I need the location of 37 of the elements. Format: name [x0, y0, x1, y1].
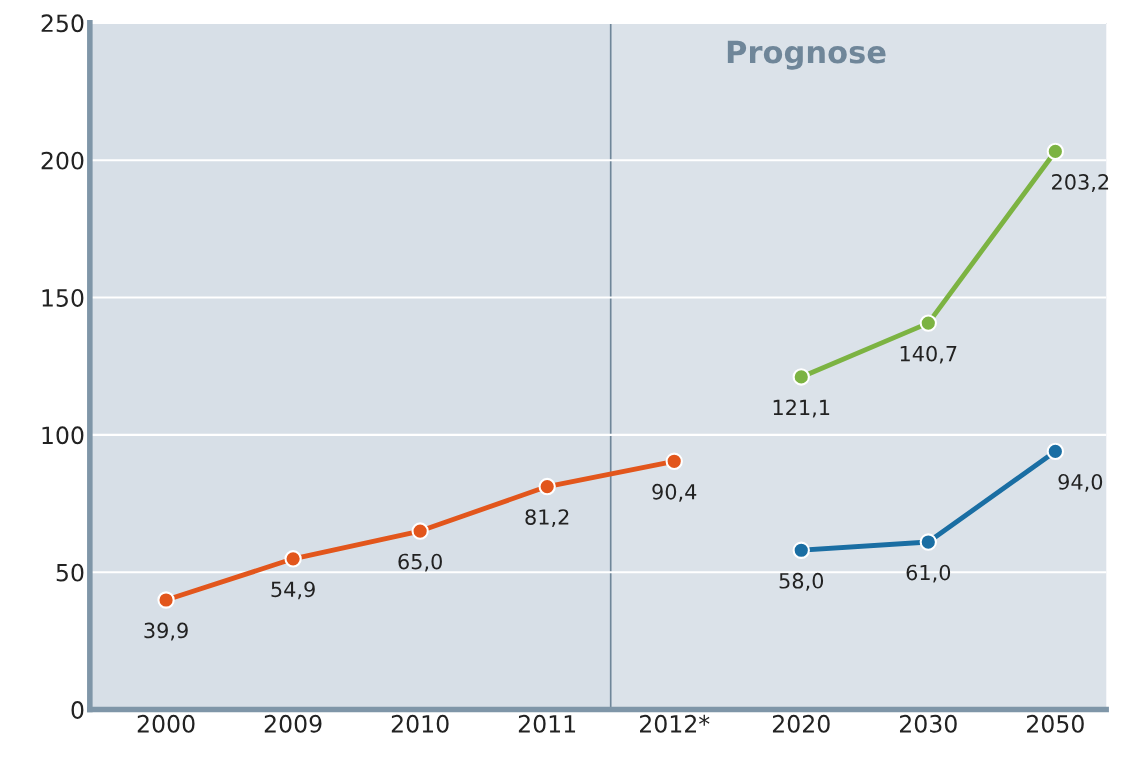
data-label: 65,0 [398, 553, 442, 572]
point [792, 541, 810, 559]
y-tick-label: 50 [56, 563, 84, 582]
point [157, 591, 175, 609]
band-label: Prognose [727, 40, 886, 70]
x-tick-label: 2012* [640, 714, 710, 733]
point [1046, 142, 1065, 161]
point [919, 314, 937, 332]
data-label: 94,0 [1058, 473, 1103, 492]
data-label: 39,9 [144, 622, 188, 641]
x-tick-label: 2010 [391, 714, 449, 733]
x-tick-label: 2009 [264, 714, 322, 733]
data-label: 81,2 [525, 509, 569, 528]
point [665, 452, 683, 470]
data-label: 54,9 [271, 581, 315, 600]
y-tick-label: 250 [41, 14, 84, 33]
point [1046, 442, 1065, 461]
point [919, 533, 937, 551]
x-tick-label: 2011 [518, 714, 576, 733]
point [792, 368, 810, 386]
data-label: 203,2 [1052, 174, 1109, 192]
x-tick-label: 2020 [772, 714, 830, 733]
x-tick-label: 2030 [899, 714, 957, 733]
y-tick-label: 200 [41, 151, 84, 170]
point [284, 550, 302, 568]
data-label: 58,0 [779, 572, 824, 591]
data-label: 121,1 [773, 399, 830, 418]
data-label: 90,4 [652, 483, 697, 502]
point [538, 477, 556, 496]
x-tick-label: 2000 [137, 714, 195, 733]
y-tick-label: 150 [42, 289, 84, 307]
data-label: 61,0 [906, 564, 951, 583]
point [411, 522, 429, 540]
data-label: 140,7 [900, 345, 957, 364]
y-tick-label: 0 [71, 701, 84, 719]
y-tick-label: 100 [42, 426, 84, 445]
x-tick-label: 2050 [1027, 714, 1084, 733]
